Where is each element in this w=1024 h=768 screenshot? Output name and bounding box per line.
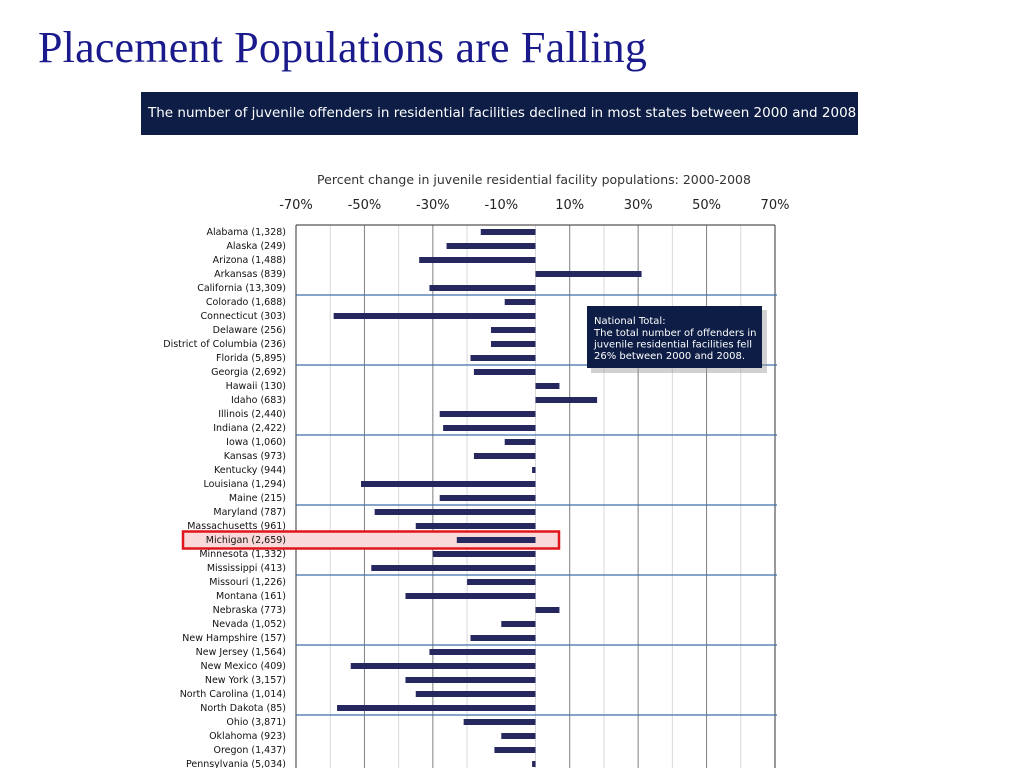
bar	[535, 397, 598, 403]
bar	[491, 327, 536, 333]
bar	[350, 663, 536, 669]
category-label: Maryland (787)	[213, 507, 286, 518]
bar	[501, 733, 536, 739]
category-label: Connecticut (303)	[201, 311, 286, 322]
category-label: Delaware (256)	[213, 325, 286, 336]
x-tick-label: 70%	[761, 198, 790, 213]
slide-title: Placement Populations are Falling	[38, 23, 648, 72]
category-label: Alabama (1,328)	[206, 227, 286, 238]
bar	[337, 705, 536, 711]
category-label: Indiana (2,422)	[213, 423, 286, 434]
category-label: North Dakota (85)	[200, 703, 286, 714]
callout-heading: National Total:	[594, 316, 666, 327]
bar	[473, 453, 536, 459]
bar	[494, 747, 536, 753]
category-label: Arkansas (839)	[214, 269, 286, 280]
bar	[470, 635, 536, 641]
category-label: New Mexico (409)	[201, 661, 286, 672]
category-label: Louisiana (1,294)	[204, 479, 286, 490]
bar	[467, 579, 536, 585]
category-label: Hawaii (130)	[226, 381, 286, 392]
bar	[415, 691, 536, 697]
bar	[491, 341, 536, 347]
x-tick-label: -30%	[416, 198, 450, 213]
callout-line: juvenile residential facilities fell	[593, 340, 752, 351]
bar	[532, 467, 536, 473]
category-label: Alaska (249)	[226, 241, 286, 252]
subtitle-banner: The number of juvenile offenders in resi…	[141, 92, 858, 135]
category-label: Georgia (2,692)	[211, 367, 286, 378]
category-label: Nevada (1,052)	[212, 619, 286, 630]
category-label: Minnesota (1,332)	[199, 549, 286, 560]
bar	[429, 649, 536, 655]
category-label: California (13,309)	[197, 283, 286, 294]
highlight-michigan	[181, 530, 561, 550]
callout-line: The total number of offenders in	[593, 328, 756, 339]
category-label: Ohio (3,871)	[226, 717, 286, 728]
category-label: New York (3,157)	[205, 675, 286, 686]
category-label: Pennsylvania (5,034)	[186, 759, 286, 768]
bar	[535, 271, 642, 277]
x-tick-label: -10%	[484, 198, 518, 213]
bar	[532, 761, 536, 767]
bar	[439, 495, 536, 501]
bar	[439, 411, 536, 417]
category-label: North Carolina (1,014)	[180, 689, 286, 700]
category-label: District of Columbia (236)	[163, 339, 286, 350]
category-label: Montana (161)	[216, 591, 286, 602]
bar	[473, 369, 536, 375]
bar	[443, 425, 536, 431]
bar	[432, 551, 536, 557]
category-label: Illinois (2,440)	[218, 409, 286, 420]
bar	[415, 523, 536, 529]
category-label: Colorado (1,688)	[206, 297, 286, 308]
category-label: Kentucky (944)	[214, 465, 286, 476]
callout-box	[587, 306, 762, 368]
category-label: Florida (5,895)	[216, 353, 286, 364]
x-tick-label: 50%	[692, 198, 721, 213]
bar	[456, 537, 536, 543]
bar	[470, 355, 536, 361]
category-label: Idaho (683)	[231, 395, 286, 406]
bar	[535, 607, 560, 613]
bar	[333, 313, 536, 319]
bar	[361, 481, 536, 487]
category-label: Arizona (1,488)	[213, 255, 286, 266]
bar	[405, 677, 536, 683]
category-label: Nebraska (773)	[213, 605, 286, 616]
callout-line: 26% between 2000 and 2008.	[594, 351, 745, 362]
category-label: Kansas (973)	[224, 451, 286, 462]
x-tick-label: 30%	[624, 198, 653, 213]
category-label: New Jersey (1,564)	[196, 647, 286, 658]
bar	[405, 593, 536, 599]
category-label: Mississippi (413)	[207, 563, 286, 574]
bar	[446, 243, 536, 249]
bar	[429, 285, 536, 291]
category-label: Oregon (1,437)	[213, 745, 286, 756]
x-tick-label: -50%	[348, 198, 382, 213]
bar	[535, 383, 560, 389]
category-label: Michigan (2,659)	[206, 535, 286, 546]
category-label: Massachusetts (961)	[187, 521, 286, 532]
chart-title: Percent change in juvenile residential f…	[317, 172, 751, 187]
bar	[419, 257, 536, 263]
bar	[374, 509, 536, 515]
category-label: Oklahoma (923)	[209, 731, 286, 742]
category-label: Missouri (1,226)	[209, 577, 286, 588]
bar	[371, 565, 536, 571]
bar	[480, 229, 536, 235]
x-tick-label: 10%	[555, 198, 584, 213]
category-label: New Hampshire (157)	[182, 633, 286, 644]
bar	[504, 299, 536, 305]
bar	[463, 719, 536, 725]
category-label: Iowa (1,060)	[226, 437, 286, 448]
x-tick-label: -70%	[279, 198, 313, 213]
category-label: Maine (215)	[229, 493, 286, 504]
bar	[501, 621, 536, 627]
bar	[504, 439, 536, 445]
